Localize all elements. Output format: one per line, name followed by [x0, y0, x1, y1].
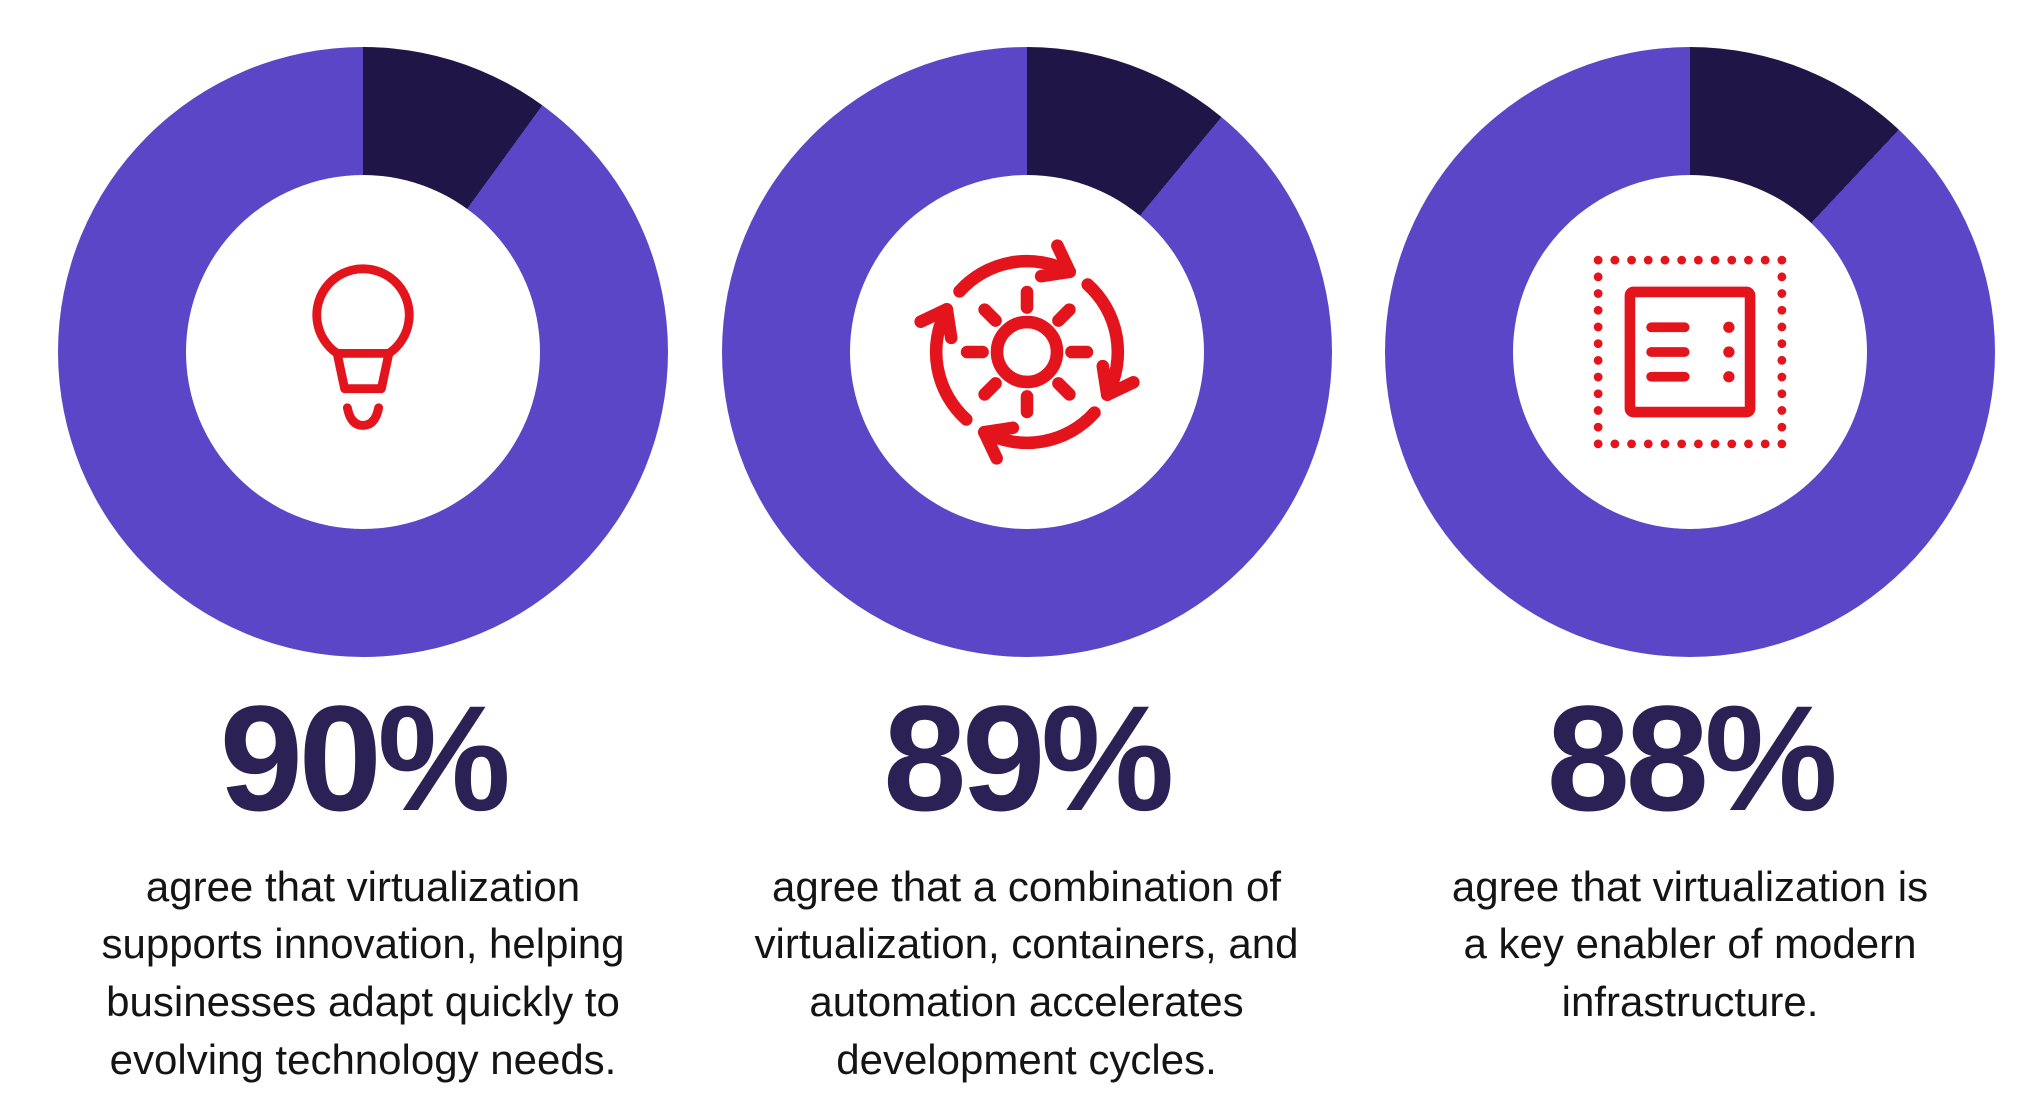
donut-chart [1385, 47, 1995, 657]
donut-hole [849, 175, 1204, 529]
stat-card-modern-infrastructure: 88% agree that virtualization is a key e… [1384, 47, 1996, 1089]
stat-caption: agree that a combination of virtualizati… [754, 862, 1299, 1084]
cycle-arrows-icon [911, 239, 1143, 468]
donut-hole [1513, 175, 1867, 529]
virtual-machine-icon [1593, 255, 1787, 449]
donut-chart [721, 47, 1332, 657]
donut-hole [186, 175, 540, 529]
stat-caption: agree that virtualization supports innov… [101, 862, 625, 1084]
stat-card-development-cycles: 89% agree that a combination of virtuali… [721, 47, 1333, 1089]
stat-caption: agree that virtualization is a key enabl… [1451, 862, 1929, 1026]
lightbulb-icon [312, 264, 414, 430]
percent-value: 89% [883, 674, 1174, 842]
percent-value: 90% [219, 674, 511, 842]
donut-chart [58, 47, 668, 657]
percent-value: 88% [1546, 674, 1838, 842]
stat-card-innovation: 90% agree that virtualization supports i… [57, 47, 669, 1089]
